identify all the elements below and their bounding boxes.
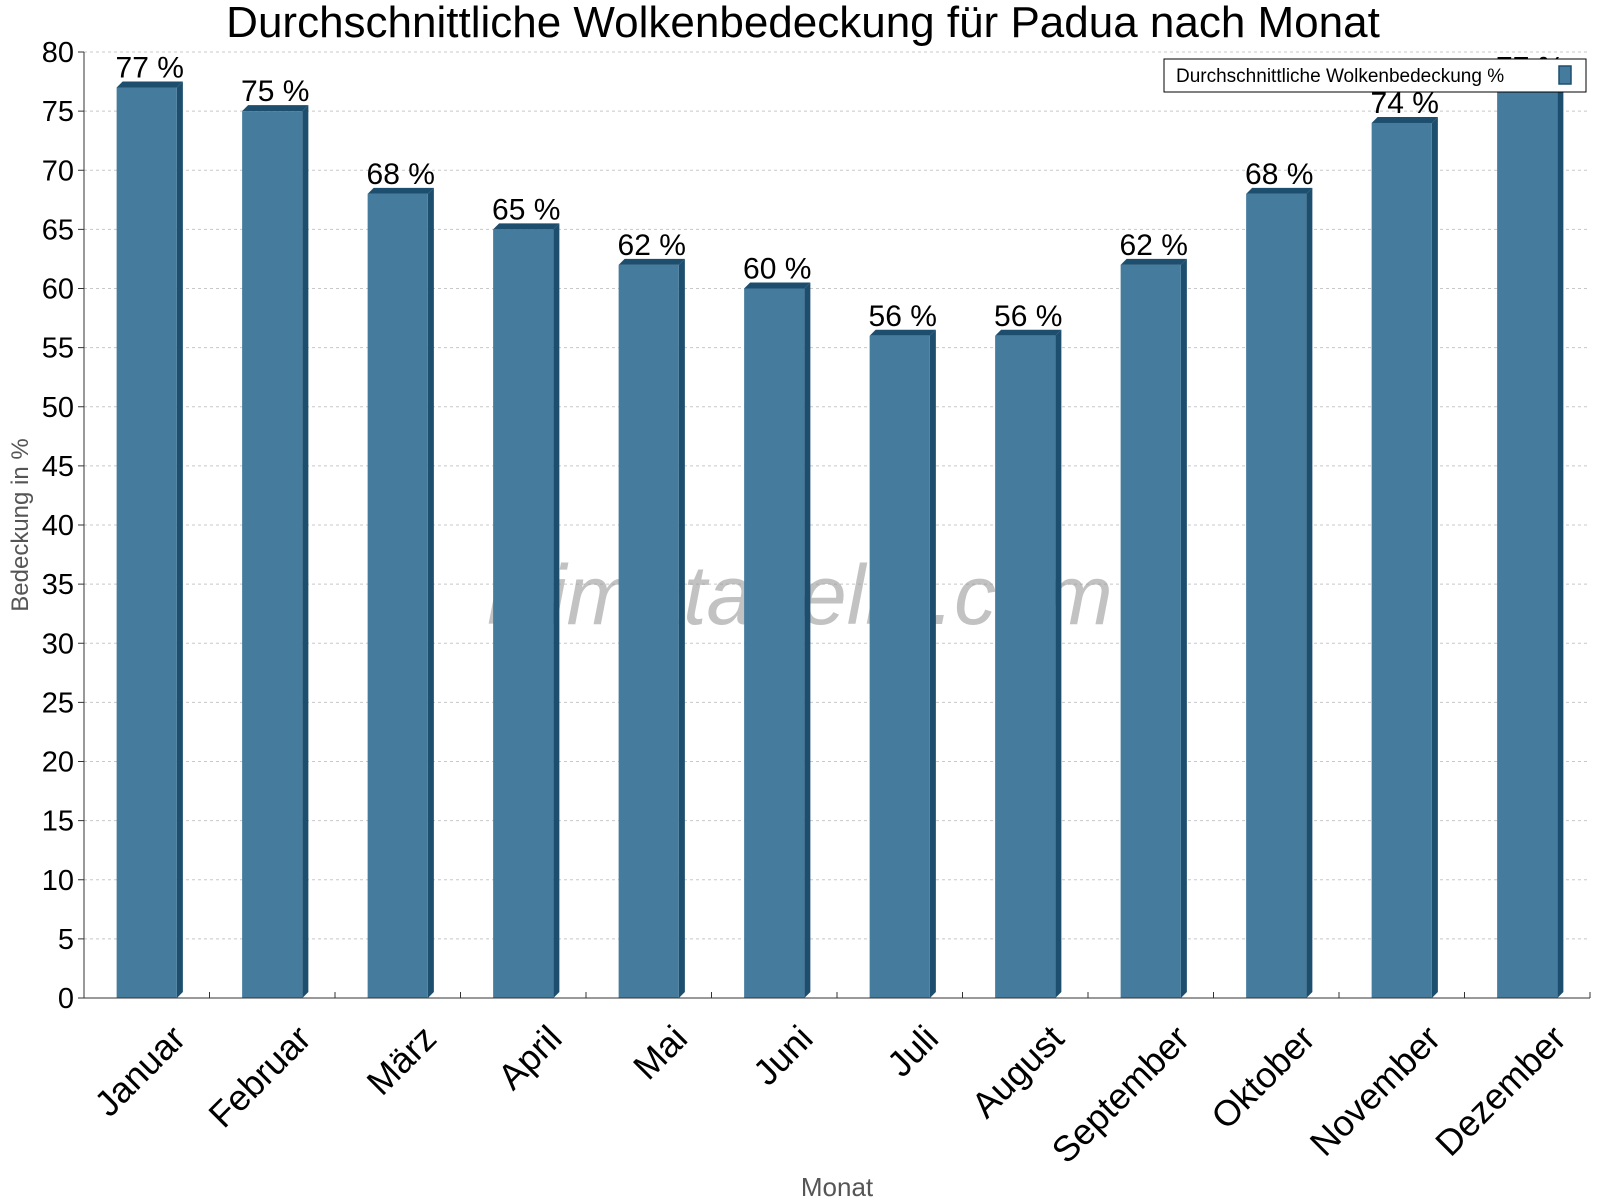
x-tick-label: März: [359, 1017, 445, 1103]
y-axis-ticks: 0 5 10 15 20 25 30 35 40 45 50 55 60 65 70 75 80: [42, 37, 84, 1015]
y-tick-label: 35: [42, 569, 74, 601]
bar-group: 68 %: [1245, 158, 1313, 998]
bar-group: 68 %: [367, 158, 435, 998]
bar-top: [367, 187, 434, 194]
bar: [367, 193, 428, 998]
y-tick-label: 80: [42, 37, 74, 69]
bar-group: 62 %: [1120, 229, 1188, 999]
bar-value-label: 65 %: [492, 193, 560, 226]
bar-side: [1431, 116, 1438, 998]
bar-top: [1246, 187, 1313, 194]
legend-swatch: [1558, 65, 1572, 85]
grid-lines: [84, 51, 1590, 940]
x-tick-label: November: [1302, 1017, 1448, 1163]
chart-title: Durchschnittliche Wolkenbedeckung für Pa…: [226, 0, 1380, 47]
bar-side: [678, 258, 685, 999]
legend-label: Durchschnittliche Wolkenbedeckung %: [1176, 66, 1504, 87]
y-tick-label: 40: [42, 510, 74, 542]
bar: [493, 229, 554, 998]
bar-value-label: 68 %: [367, 158, 435, 191]
bar-group: 77 %: [1496, 51, 1564, 999]
x-tick-label: Juli: [879, 1017, 946, 1084]
bar-top: [242, 105, 309, 112]
y-tick-label: 15: [42, 806, 74, 838]
x-tick-label: September: [1044, 1017, 1198, 1171]
x-tick-label: Januar: [86, 1017, 193, 1124]
bar-side: [1557, 81, 1564, 999]
bar-top: [744, 282, 811, 289]
bar-value-label: 56 %: [869, 300, 937, 333]
bar-top: [995, 329, 1062, 336]
y-tick-label: 5: [58, 924, 74, 956]
bar-side: [804, 282, 811, 998]
y-tick-label: 70: [42, 155, 74, 187]
x-tick-label: Februar: [200, 1017, 318, 1135]
bar-value-label: 75 %: [241, 75, 309, 108]
bar-side: [176, 81, 183, 999]
bar-side: [1180, 258, 1187, 999]
bar: [618, 264, 679, 999]
x-tick-label: Mai: [625, 1017, 695, 1087]
bar-group: 75 %: [241, 75, 309, 998]
x-tick-label: Juni: [745, 1017, 821, 1093]
y-tick-label: 55: [42, 333, 74, 365]
y-tick-label: 65: [42, 214, 74, 246]
x-tick-label: Dezember: [1427, 1017, 1573, 1163]
x-tick-label: Oktober: [1203, 1017, 1323, 1137]
bar-side: [929, 329, 936, 998]
bar-group: 56 %: [994, 300, 1062, 998]
bar: [1120, 264, 1181, 999]
bar: [1497, 87, 1558, 999]
bars: 77 % 75 % 68 % 65 % 62 % 60 % 56 % 56 % 62 % 68 %…: [116, 51, 1564, 999]
y-tick-label: 45: [42, 451, 74, 483]
bar-value-label: 60 %: [743, 253, 811, 286]
bar-top: [116, 81, 183, 88]
y-tick-label: 30: [42, 628, 74, 660]
bar-side: [1306, 187, 1313, 998]
bar-value-label: 56 %: [994, 300, 1062, 333]
x-tick-label: August: [963, 1017, 1071, 1125]
bar: [1371, 122, 1432, 998]
y-axis-label: Bedeckung in %: [7, 438, 34, 611]
x-axis-ticks: Januar Februar März April Mai Juni Juli AugustS…: [83, 992, 1591, 1171]
bar: [116, 87, 177, 999]
legend: Durchschnittliche Wolkenbedeckung %: [1163, 58, 1587, 93]
y-tick-label: 0: [58, 983, 74, 1015]
bar-top: [1371, 116, 1438, 123]
bar-top: [1120, 258, 1187, 265]
bar-value-label: 62 %: [1120, 229, 1188, 262]
bar: [1246, 193, 1307, 998]
y-tick-label: 20: [42, 747, 74, 779]
bar: [744, 288, 805, 998]
legend-box: [1163, 58, 1587, 93]
bar-value-label: 62 %: [618, 229, 686, 262]
y-tick-label: 10: [42, 865, 74, 897]
bar-top: [618, 258, 685, 265]
bar: [242, 111, 303, 998]
bar-group: 60 %: [743, 253, 811, 998]
y-tick-label: 25: [42, 687, 74, 719]
bar-side: [553, 223, 560, 998]
bar-top: [869, 329, 936, 336]
x-tick-label: April: [490, 1017, 570, 1097]
bar-group: 56 %: [869, 300, 937, 998]
bar-value-label: 68 %: [1245, 158, 1313, 191]
bar: [995, 335, 1056, 998]
bar-group: 74 %: [1371, 87, 1439, 998]
x-axis-label: Monat: [801, 1172, 874, 1200]
bar-side: [427, 187, 434, 998]
bar-group: 62 %: [618, 229, 686, 999]
bar-side: [1055, 329, 1062, 998]
y-tick-label: 75: [42, 96, 74, 128]
bar-top: [493, 223, 560, 230]
bar-side: [302, 105, 309, 998]
bar-group: 77 %: [116, 51, 184, 999]
bar-value-label: 77 %: [116, 51, 184, 84]
bar: [869, 335, 930, 998]
y-tick-label: 60: [42, 274, 74, 306]
y-tick-label: 50: [42, 392, 74, 424]
bar-group: 65 %: [492, 193, 560, 998]
